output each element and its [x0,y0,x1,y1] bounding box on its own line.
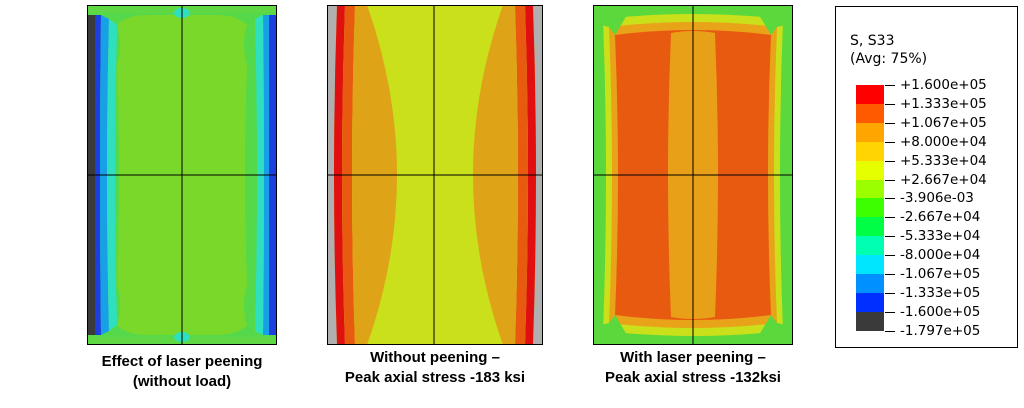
legend-tick [885,179,895,181]
legend-label: +1.067e+05 [900,114,987,131]
legend-color-swatch [856,141,884,162]
contour-panel-laser-peening-no-load [87,5,277,345]
legend-label: -3.906e-03 [900,190,974,207]
legend-label: +5.333e+04 [900,152,987,169]
legend-label: +8.000e+04 [900,133,987,150]
contour-legend: S, S33 (Avg: 75%) +1.600e+05 +1.333e+05 +1… [835,6,1018,348]
legend-label: -5.333e+04 [900,228,981,245]
legend-label: +1.600e+05 [900,77,987,93]
legend-tick [885,330,895,332]
caption-panel-2: Without peening – Peak axial stress -183… [300,348,570,388]
legend-tick [885,122,895,124]
caption-panel-2-line1: Without peening – [370,349,500,366]
legend-label: -2.667e+04 [900,209,981,226]
legend-label: +1.333e+05 [900,95,987,112]
legend-tick [885,255,895,257]
legend-color-swatch [856,85,884,105]
caption-panel-2-line2: Peak axial stress -183 ksi [344,369,526,386]
legend-color-swatch [856,103,884,124]
legend-label: -1.797e+05 [900,322,981,339]
legend-tick [885,274,895,275]
caption-panel-1: Effect of laser peening (without load) [62,352,302,392]
legend-color-swatch [856,122,884,143]
legend-tick [885,141,895,143]
legend-label: -1.600e+05 [900,303,981,320]
legend-label: -1.333e+05 [900,284,981,301]
legend-color-swatch [856,292,884,313]
legend-color-swatch [856,311,884,332]
legend-color-swatch [856,198,884,218]
legend-color-swatch [856,274,884,294]
legend-label: -1.067e+05 [900,266,981,282]
legend-color-swatch [856,255,884,275]
contour-panel-with-laser-peening [593,5,793,345]
stress-contour-plot-2 [327,5,543,345]
caption-panel-3-line1: With laser peening – [620,349,766,366]
contour-panel-without-peening [327,5,543,345]
legend-title: S, S33 [850,33,895,49]
legend-color-swatch [856,160,884,180]
legend-tick [885,198,895,200]
legend-tick [885,85,895,86]
legend-label: -8.000e+04 [900,247,981,264]
caption-panel-1-line1: Effect of laser peening [101,353,263,370]
legend-color-swatch [856,179,884,199]
caption-panel-1-line2: (without load) [132,373,232,390]
legend-tick [885,217,895,219]
caption-panel-3-line2: Peak axial stress -132ksi [605,369,781,386]
legend-color-swatch [856,217,884,237]
legend-tick [885,103,895,105]
legend-tick [885,160,895,162]
legend-subtitle: (Avg: 75%) [850,51,928,67]
legend-label: +2.667e+04 [900,171,987,188]
legend-tick [885,311,895,313]
caption-panel-3: With laser peening – Peak axial stress -… [563,348,823,388]
legend-tick [885,292,895,294]
legend-color-swatch [856,236,884,256]
stress-contour-plot-1 [87,5,277,345]
stress-contour-plot-3 [593,5,793,345]
legend-tick [885,236,895,238]
